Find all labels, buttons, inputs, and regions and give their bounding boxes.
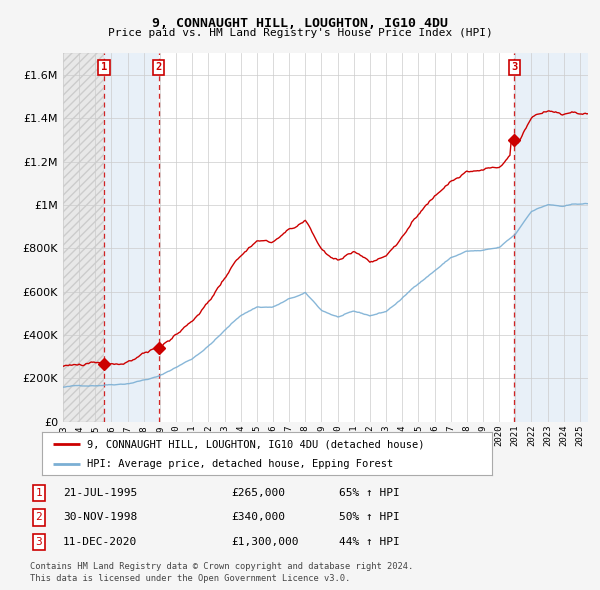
Text: £265,000: £265,000	[231, 488, 285, 497]
Text: 3: 3	[511, 63, 518, 73]
Bar	[63, 53, 104, 422]
Bar	[158, 53, 514, 422]
Text: HPI: Average price, detached house, Epping Forest: HPI: Average price, detached house, Eppi…	[87, 460, 393, 469]
Text: 50% ↑ HPI: 50% ↑ HPI	[339, 513, 400, 522]
Text: £1,300,000: £1,300,000	[231, 537, 299, 547]
Text: This data is licensed under the Open Government Licence v3.0.: This data is licensed under the Open Gov…	[30, 574, 350, 583]
Text: Contains HM Land Registry data © Crown copyright and database right 2024.: Contains HM Land Registry data © Crown c…	[30, 562, 413, 571]
Text: 21-JUL-1995: 21-JUL-1995	[63, 488, 137, 497]
Bar	[104, 53, 158, 422]
Text: 1: 1	[101, 63, 107, 73]
Text: Price paid vs. HM Land Registry's House Price Index (HPI): Price paid vs. HM Land Registry's House …	[107, 28, 493, 38]
Text: 9, CONNAUGHT HILL, LOUGHTON, IG10 4DU (detached house): 9, CONNAUGHT HILL, LOUGHTON, IG10 4DU (d…	[87, 440, 425, 450]
Text: 65% ↑ HPI: 65% ↑ HPI	[339, 488, 400, 497]
Text: 2: 2	[155, 63, 162, 73]
Bar	[63, 53, 104, 422]
Text: 11-DEC-2020: 11-DEC-2020	[63, 537, 137, 547]
Text: 9, CONNAUGHT HILL, LOUGHTON, IG10 4DU: 9, CONNAUGHT HILL, LOUGHTON, IG10 4DU	[152, 17, 448, 30]
Text: 3: 3	[35, 537, 43, 547]
Text: 1: 1	[35, 488, 43, 497]
Bar	[514, 53, 588, 422]
Text: £340,000: £340,000	[231, 513, 285, 522]
Text: 44% ↑ HPI: 44% ↑ HPI	[339, 537, 400, 547]
Text: 30-NOV-1998: 30-NOV-1998	[63, 513, 137, 522]
Text: 2: 2	[35, 513, 43, 522]
